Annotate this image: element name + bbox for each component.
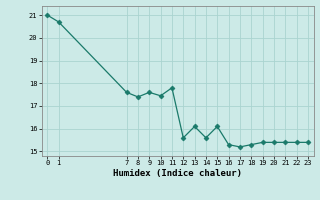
X-axis label: Humidex (Indice chaleur): Humidex (Indice chaleur)	[113, 169, 242, 178]
